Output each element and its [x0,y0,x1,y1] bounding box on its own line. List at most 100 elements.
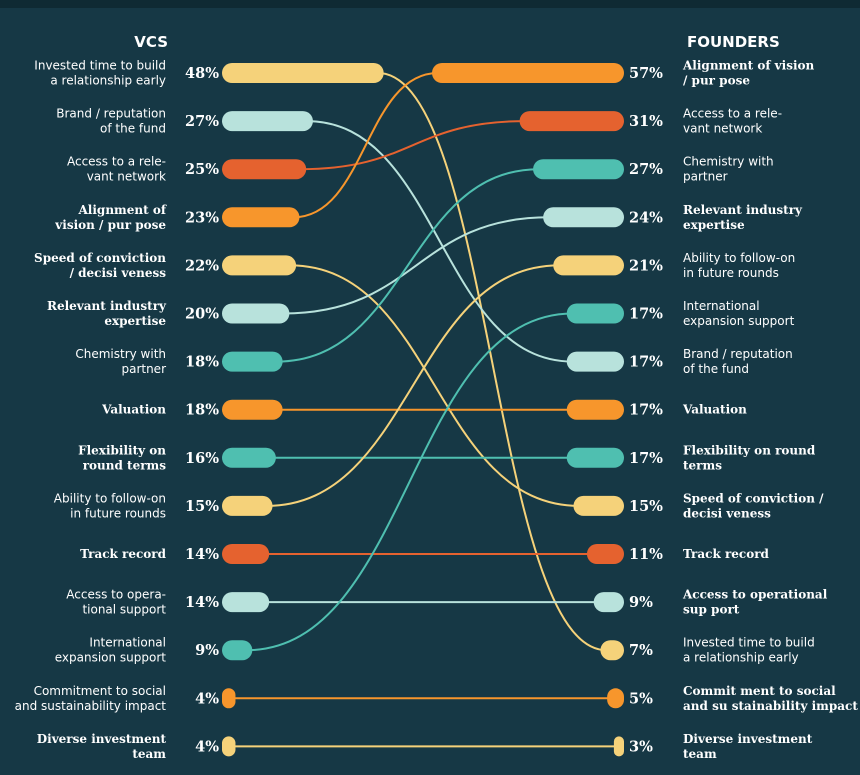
vcs-bar [222,255,297,276]
founders-value-label: 17% [629,402,663,419]
vcs-bar [222,351,283,372]
founders-category-label: Invested time to build [683,636,815,650]
founders-category-label: of the fund [683,362,749,376]
vcs-category-label: International [89,636,166,650]
connector-curve [266,264,560,507]
founders-category-label: Track record [683,547,770,561]
founders-value-label: 27% [629,161,663,178]
founders-category-label: in future rounds [683,266,779,280]
founders-category-label: vant network [683,122,762,136]
connector-curve [276,168,540,363]
founders-bar [566,399,624,420]
founders-category-label: Access to operational [682,588,828,602]
connector-curve [306,120,573,363]
founders-value-label: 17% [629,354,663,371]
founders-category-label: Commit ment to social [683,684,836,698]
connector-curve [246,312,573,652]
vcs-bar [222,592,270,613]
founders-category-label: Valuation [682,403,747,417]
vcs-category-label: Valuation [101,403,166,417]
founders-category-label: Access to a rele- [683,107,782,121]
founders-value-label: 7% [629,642,653,659]
vcs-category-label: partner [121,362,166,376]
founders-category-label: sup port [683,603,740,617]
founders-category-label: expertise [683,218,745,232]
vcs-bar [222,303,290,324]
founders-bar [566,303,624,324]
vcs-bar [222,688,236,709]
connector-curve [293,72,439,219]
founders-header: FOUNDERS [687,33,780,51]
founders-category-label: terms [683,458,722,472]
vcs-category-label: Access to opera- [66,588,166,602]
vcs-category-label: expertise [104,314,166,328]
founders-category-label: Brand / reputation [683,347,793,361]
founders-category-label: expansion support [683,314,795,328]
founders-bar [566,447,624,468]
vcs-category-label: vision / pur pose [54,218,166,232]
vcs-category-label: Access to a rele- [67,155,166,169]
vcs-value-label: 14% [185,594,219,611]
founders-category-label: Diverse investment [683,732,813,746]
connector-curves [229,72,620,748]
founders-category-label: partner [683,170,728,184]
vcs-category-label: Relevant industry [47,299,167,313]
founders-bar [432,63,624,83]
vcs-category-label: Brand / reputation [56,107,166,121]
vcs-category-label: of the fund [100,122,166,136]
founders-category-label: decisi veness [683,506,771,520]
founders-bar [573,495,624,516]
founders-bar [613,736,624,757]
vcs-value-label: 9% [195,642,219,659]
founders-bar [593,592,624,613]
connector-curve [300,120,526,171]
vcs-value-label: 4% [195,738,219,755]
vcs-category-label: Chemistry with [75,347,166,361]
vcs-category-label: Ability to follow-on [54,491,166,505]
founders-category-label: a relationship early [683,651,799,665]
founders-category-label: Speed of conviction / [683,491,824,505]
founders-bar [543,207,624,228]
vcs-category-label: team [132,747,166,761]
vcs-category-label: round terms [83,458,167,472]
founders-category-label: Ability to follow-on [683,251,795,265]
vcs-bar [222,640,253,661]
founders-category-label: Chemistry with [683,155,774,169]
vcs-category-label: tional support [82,603,166,617]
vcs-bar [222,207,300,228]
vcs-category-label: a relationship early [50,74,166,88]
founders-bar [607,688,624,709]
vcs-category-label: Speed of conviction [34,251,166,265]
labels-group: VCS FOUNDERS 48%Invested time to builda … [15,33,859,761]
vcs-bar [222,159,307,180]
connector-curve [283,216,550,315]
founders-value-label: 11% [629,546,663,563]
vcs-category-label: Commitment to social [34,684,166,698]
connector-curve [377,72,607,652]
founders-category-label: / pur pose [683,74,750,88]
founders-bar [566,351,624,372]
vcs-value-label: 14% [185,546,219,563]
vcs-value-label: 48% [185,65,219,82]
founders-bar [586,544,624,564]
vcs-value-label: 4% [195,690,219,707]
founders-value-label: 5% [629,690,653,707]
vcs-value-label: 18% [185,402,219,419]
vcs-bar [222,63,384,83]
vcs-category-label: Invested time to build [34,59,166,73]
vcs-bar [222,399,283,420]
vcs-value-label: 22% [185,257,219,274]
vcs-bar [222,447,276,468]
connector-curve [290,264,580,507]
vcs-header: VCS [134,33,168,51]
vcs-value-label: 20% [185,306,219,323]
founders-value-label: 57% [629,65,663,82]
founders-value-label: 24% [629,209,663,226]
vcs-category-label: expansion support [55,651,167,665]
founders-category-label: International [683,299,760,313]
vcs-bar [222,111,313,132]
vcs-category-label: Alignment of [78,203,167,217]
founders-bar [519,111,624,132]
vcs-value-label: 27% [185,113,219,130]
